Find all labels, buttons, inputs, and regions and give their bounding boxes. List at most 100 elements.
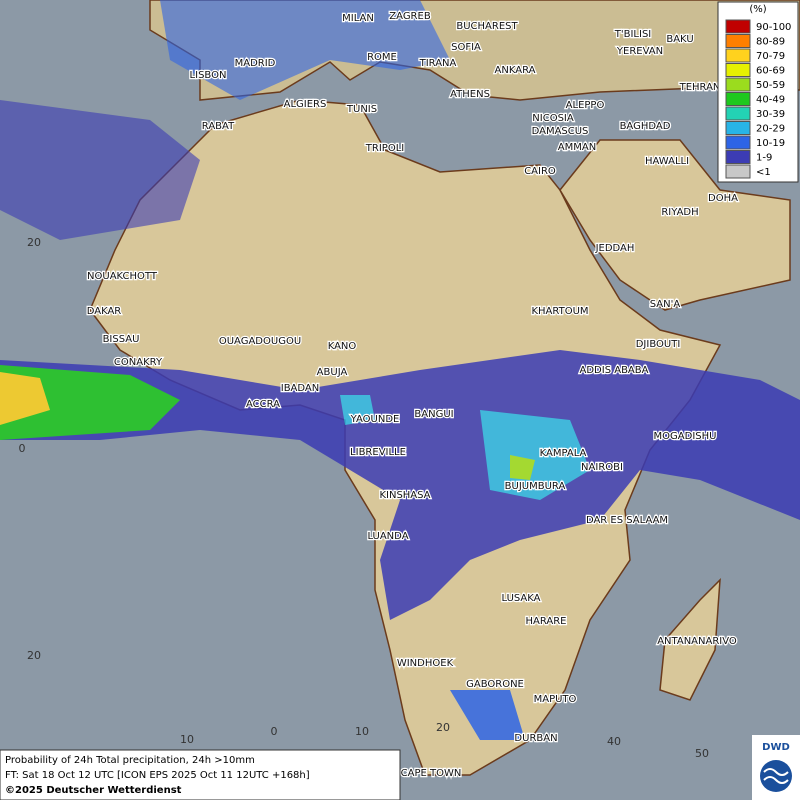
city-label: DAMASCUS (532, 126, 589, 137)
city-label: DOHA (708, 193, 738, 204)
legend-label: 60-69 (756, 66, 785, 77)
city-label: BUJUMBURA (505, 481, 566, 492)
logo-icon (760, 760, 792, 792)
city-label: ALGIERS (284, 99, 327, 110)
legend-label: 30-39 (756, 109, 785, 120)
city-label: BAKU (666, 34, 693, 45)
grid-label: 20 (27, 649, 41, 662)
city-label: KINSHASA (379, 490, 430, 501)
city-label: CAPE TOWN (401, 768, 462, 779)
logo-waves (763, 768, 789, 784)
city-label: KANO (328, 341, 357, 352)
city-label: LISBON (190, 70, 227, 81)
city-label: JEDDAH (595, 243, 635, 254)
grid-label: 0 (271, 725, 278, 738)
city-label: ATHENS (450, 89, 490, 100)
city-label: GABORONE (466, 679, 524, 690)
legend-swatch (725, 34, 751, 48)
city-label: ANTANANARIVO (657, 636, 737, 647)
city-label: CONAKRY (114, 357, 163, 368)
city-label: ROME (367, 52, 397, 63)
city-label: LUANDA (367, 531, 408, 542)
city-label: ACCRA (246, 399, 280, 410)
legend-label: 50-59 (756, 80, 785, 91)
city-label: TIRANA (419, 58, 457, 69)
footer-line: Probability of 24h Total precipitation, … (5, 755, 255, 766)
city-label: KHARTOUM (531, 306, 588, 317)
city-label: YEREVAN (616, 46, 663, 57)
legend-swatch (725, 121, 751, 135)
city-label: ALEPPO (566, 100, 605, 111)
city-label: MILAN (342, 13, 374, 24)
city-label: CAIRO (524, 166, 556, 177)
city-label: HAWALLI (645, 156, 689, 167)
legend-label: 90-100 (756, 22, 791, 33)
city-label: RIYADH (661, 207, 698, 218)
grid-labels: 20 0 20 10 0 10 20 40 50 (19, 236, 710, 760)
city-label: ADDIS ABABA (580, 365, 649, 376)
city-label: MAPUTO (534, 694, 577, 705)
logo: DWD (752, 735, 800, 800)
city-label: NICOSIA (532, 113, 574, 124)
city-label: HARARE (525, 616, 566, 627)
footer-line: ©2025 Deutscher Wetterdienst (5, 785, 182, 796)
city-label: TEHRAN (679, 82, 721, 93)
legend-label: <1 (756, 167, 771, 178)
legend-swatch (725, 48, 751, 63)
city-label: SOFIA (451, 42, 481, 53)
city-label: OUAGADOUGOU (219, 336, 301, 347)
city-label: DAR ES SALAAM (586, 515, 668, 526)
legend-swatch (725, 164, 751, 179)
city-label: ANKARA (495, 65, 536, 76)
grid-label: 50 (695, 747, 709, 760)
legend-label: 40-49 (756, 95, 785, 106)
footer: Probability of 24h Total precipitation, … (0, 749, 401, 801)
city-label: ABUJA (317, 367, 348, 378)
city-label: NAIROBI (581, 462, 623, 473)
city-labels: MILAN ZAGREB BUCHAREST T'BILISI BAKU MADRID RO… (85, 10, 739, 781)
city-label: LUSAKA (502, 593, 541, 604)
legend-label: 10-19 (756, 138, 785, 149)
city-label: BUCHAREST (456, 21, 518, 32)
legend-swatch (725, 77, 751, 92)
legend-swatch (725, 63, 751, 77)
city-label: T'BILISI (614, 29, 651, 40)
city-label: ZAGREB (389, 11, 431, 22)
grid-label: 20 (436, 721, 450, 734)
legend-swatch (725, 19, 751, 34)
legend-label: 80-89 (756, 37, 785, 48)
grid-label: 20 (27, 236, 41, 249)
grid-label: 10 (355, 725, 369, 738)
legend-swatch (725, 135, 751, 150)
legend-swatch (725, 106, 751, 121)
city-label: TRIPOLI (365, 143, 404, 154)
legend-label: 1-9 (756, 153, 772, 164)
city-label: WINDHOEK (397, 658, 454, 669)
city-label: YAOUNDE (350, 414, 400, 425)
legend-title: (%) (749, 4, 766, 15)
city-label: SAN'A (650, 299, 681, 310)
legend-label: 70-79 (756, 51, 785, 62)
city-label: MADRID (235, 58, 276, 69)
legend: (%) 90-100 80-89 70-79 60-69 50-59 40-49 30-39… (717, 1, 799, 183)
grid-label: 0 (19, 442, 26, 455)
city-label: TUNIS (346, 104, 377, 115)
city-label: DURBAN (514, 733, 557, 744)
city-label: DJIBOUTI (636, 339, 681, 350)
city-label: BAGHDAD (620, 121, 671, 132)
city-label: BISSAU (103, 334, 140, 345)
logo-text: DWD (762, 742, 790, 753)
city-label: RABAT (202, 121, 235, 132)
precipitation (0, 0, 800, 740)
footer-line: FT: Sat 18 Oct 12 UTC [ICON EPS 2025 Oct… (5, 770, 310, 781)
legend-swatch (725, 92, 751, 106)
city-label: MOGADISHU (654, 431, 717, 442)
legend-items: 90-100 80-89 70-79 60-69 50-59 40-49 30-39 20-2… (725, 19, 791, 179)
legend-swatch (725, 150, 751, 164)
city-label: KAMPALA (540, 448, 587, 459)
grid-label: 10 (180, 733, 194, 746)
city-label: DAKAR (87, 306, 122, 317)
city-label: IBADAN (281, 383, 320, 394)
grid-label: 40 (607, 735, 621, 748)
